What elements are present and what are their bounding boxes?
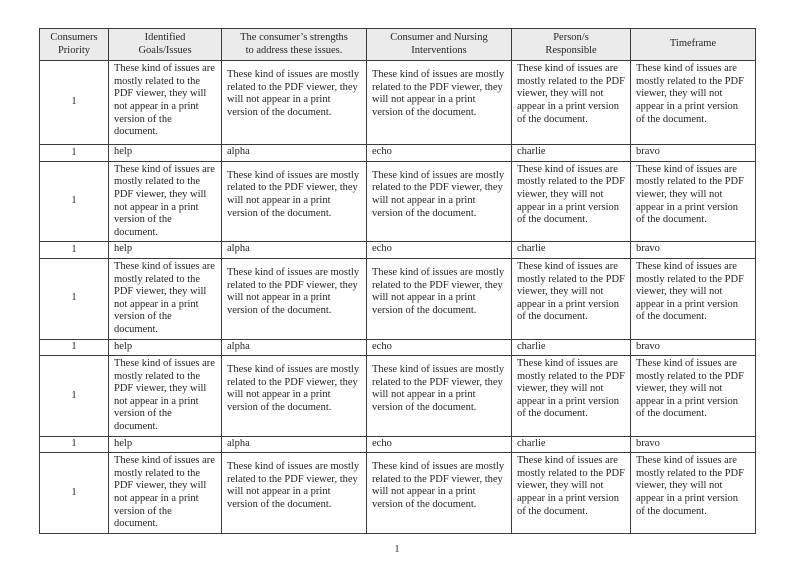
table-header-row: Consumers Priority Identified Goals/Issu… [39,27,756,62]
header-line: Consumer and Nursing [390,32,488,43]
cell-goals: These kind of issues are mostly related … [108,60,222,146]
cell-goals: These kind of issues are mostly related … [108,452,222,534]
cell-priority: 1 [39,355,109,437]
header-line: Person/s [553,32,589,43]
cell-timeframe: These kind of issues are mostly related … [630,257,756,340]
cell-goals: help [108,435,222,454]
cell-goals: help [108,338,222,357]
header-line: Goals/Issues [138,44,192,56]
header-line: Responsible [545,44,597,56]
cell-priority: 1 [39,144,109,162]
cell-timeframe: These kind of issues are mostly related … [630,160,756,243]
cell-timeframe: bravo [630,241,756,259]
cell-priority: 1 [39,257,109,340]
table-row: 1 These kind of issues are mostly relate… [39,257,756,340]
cell-goals: help [108,144,222,162]
cell-responsible: These kind of issues are mostly related … [511,160,631,243]
cell-strengths: These kind of issues are mostly related … [221,452,367,534]
page-number: 1 [394,544,400,555]
cell-timeframe: bravo [630,338,756,357]
care-plan-table: Consumers Priority Identified Goals/Issu… [39,27,756,534]
cell-timeframe: These kind of issues are mostly related … [630,355,756,437]
header-line: to address these issues. [245,44,343,56]
table-row: 1 These kind of issues are mostly relate… [39,60,756,146]
cell-strengths: These kind of issues are mostly related … [221,355,367,437]
cell-interventions: These kind of issues are mostly related … [366,160,512,243]
table-row: 1 help alpha echo charlie bravo [39,241,756,259]
table-row: 1 help alpha echo charlie bravo [39,144,756,162]
cell-responsible: These kind of issues are mostly related … [511,355,631,437]
cell-timeframe: bravo [630,435,756,454]
cell-strengths: These kind of issues are mostly related … [221,257,367,340]
cell-goals: These kind of issues are mostly related … [108,355,222,437]
cell-responsible: These kind of issues are mostly related … [511,452,631,534]
header-line: Timeframe [669,38,717,50]
cell-strengths: alpha [221,144,367,162]
cell-strengths: These kind of issues are mostly related … [221,60,367,146]
cell-priority: 1 [39,435,109,454]
cell-interventions: echo [366,435,512,454]
cell-responsible: charlie [511,144,631,162]
header-line: Priority [57,44,91,56]
table-row: 1 help alpha echo charlie bravo [39,338,756,357]
cell-priority: 1 [39,160,109,243]
cell-interventions: These kind of issues are mostly related … [366,452,512,534]
cell-strengths: These kind of issues are mostly related … [221,160,367,243]
cell-strengths: alpha [221,435,367,454]
cell-timeframe: These kind of issues are mostly related … [630,452,756,534]
header-line: Identified [144,32,186,43]
cell-priority: 1 [39,452,109,534]
table-row: 1 help alpha echo charlie bravo [39,435,756,454]
cell-priority: 1 [39,60,109,146]
cell-responsible: These kind of issues are mostly related … [511,60,631,146]
cell-timeframe: These kind of issues are mostly related … [630,60,756,146]
cell-interventions: These kind of issues are mostly related … [366,257,512,340]
table-row: 1 These kind of issues are mostly relate… [39,160,756,243]
cell-responsible: These kind of issues are mostly related … [511,257,631,340]
cell-interventions: These kind of issues are mostly related … [366,355,512,437]
cell-priority: 1 [39,338,109,357]
column-header-consumers-priority: Consumers Priority [39,27,109,62]
cell-responsible: charlie [511,435,631,454]
table-row: 1 These kind of issues are mostly relate… [39,452,756,534]
cell-responsible: charlie [511,338,631,357]
header-line: The consumer’s strengths [240,32,348,43]
column-header-consumer-strengths: The consumer’s strengths to address thes… [221,27,367,62]
column-header-timeframe: Timeframe [630,27,756,62]
header-line: Interventions [411,44,467,56]
cell-goals: These kind of issues are mostly related … [108,257,222,340]
cell-responsible: charlie [511,241,631,259]
cell-priority: 1 [39,241,109,259]
table-row: 1 These kind of issues are mostly relate… [39,355,756,437]
cell-strengths: alpha [221,241,367,259]
cell-interventions: echo [366,144,512,162]
cell-timeframe: bravo [630,144,756,162]
cell-interventions: echo [366,338,512,357]
column-header-identified-goals: Identified Goals/Issues [108,27,222,62]
cell-goals: These kind of issues are mostly related … [108,160,222,243]
cell-interventions: These kind of issues are mostly related … [366,60,512,146]
cell-strengths: alpha [221,338,367,357]
column-header-person-responsible: Person/s Responsible [511,27,631,62]
header-line: Consumers [50,32,98,43]
column-header-nursing-interventions: Consumer and Nursing Interventions [366,27,512,62]
cell-interventions: echo [366,241,512,259]
cell-goals: help [108,241,222,259]
